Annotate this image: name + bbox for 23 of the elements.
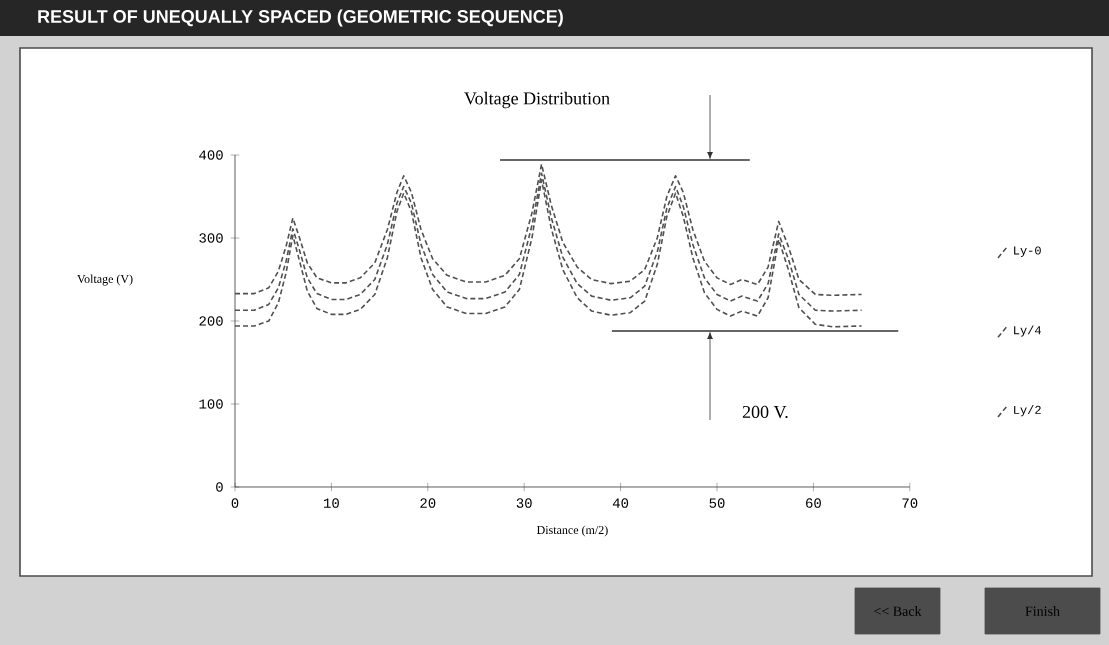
y-tick-label: 400 xyxy=(199,150,223,160)
x-tick-label: 10 xyxy=(324,498,339,508)
text: << Back xyxy=(874,606,922,616)
annotation: 200 V. xyxy=(742,405,788,419)
y-tick-label: 0 xyxy=(216,482,223,492)
y-tick-label: 200 xyxy=(199,316,223,326)
x-tick-label: 20 xyxy=(420,498,436,508)
y-tick-label: 100 xyxy=(199,399,223,409)
chart-title: RESULT OF UNEQUALLY SPACED (GEOMETRIC SEQUENCE) xyxy=(38,9,563,27)
y-tick-label: 300 xyxy=(199,233,223,243)
text: Finish xyxy=(1025,606,1060,616)
legend-label: Ly/4 xyxy=(1014,325,1041,337)
x-tick-label: 30 xyxy=(516,498,532,508)
x-tick-label: 50 xyxy=(709,498,725,508)
x-axis-title: Distance (m/2) xyxy=(536,525,608,537)
text: Voltage Distribution xyxy=(464,91,610,109)
legend-label: Ly-0 xyxy=(1014,246,1041,257)
x-tick-label: 70 xyxy=(902,498,918,508)
text: Voltage (V) xyxy=(77,274,133,286)
legend-label: Ly/2 xyxy=(1014,405,1041,417)
x-tick-label: 0 xyxy=(231,498,239,508)
x-tick-label: 40 xyxy=(612,498,629,508)
x-tick-label: 60 xyxy=(806,498,821,508)
